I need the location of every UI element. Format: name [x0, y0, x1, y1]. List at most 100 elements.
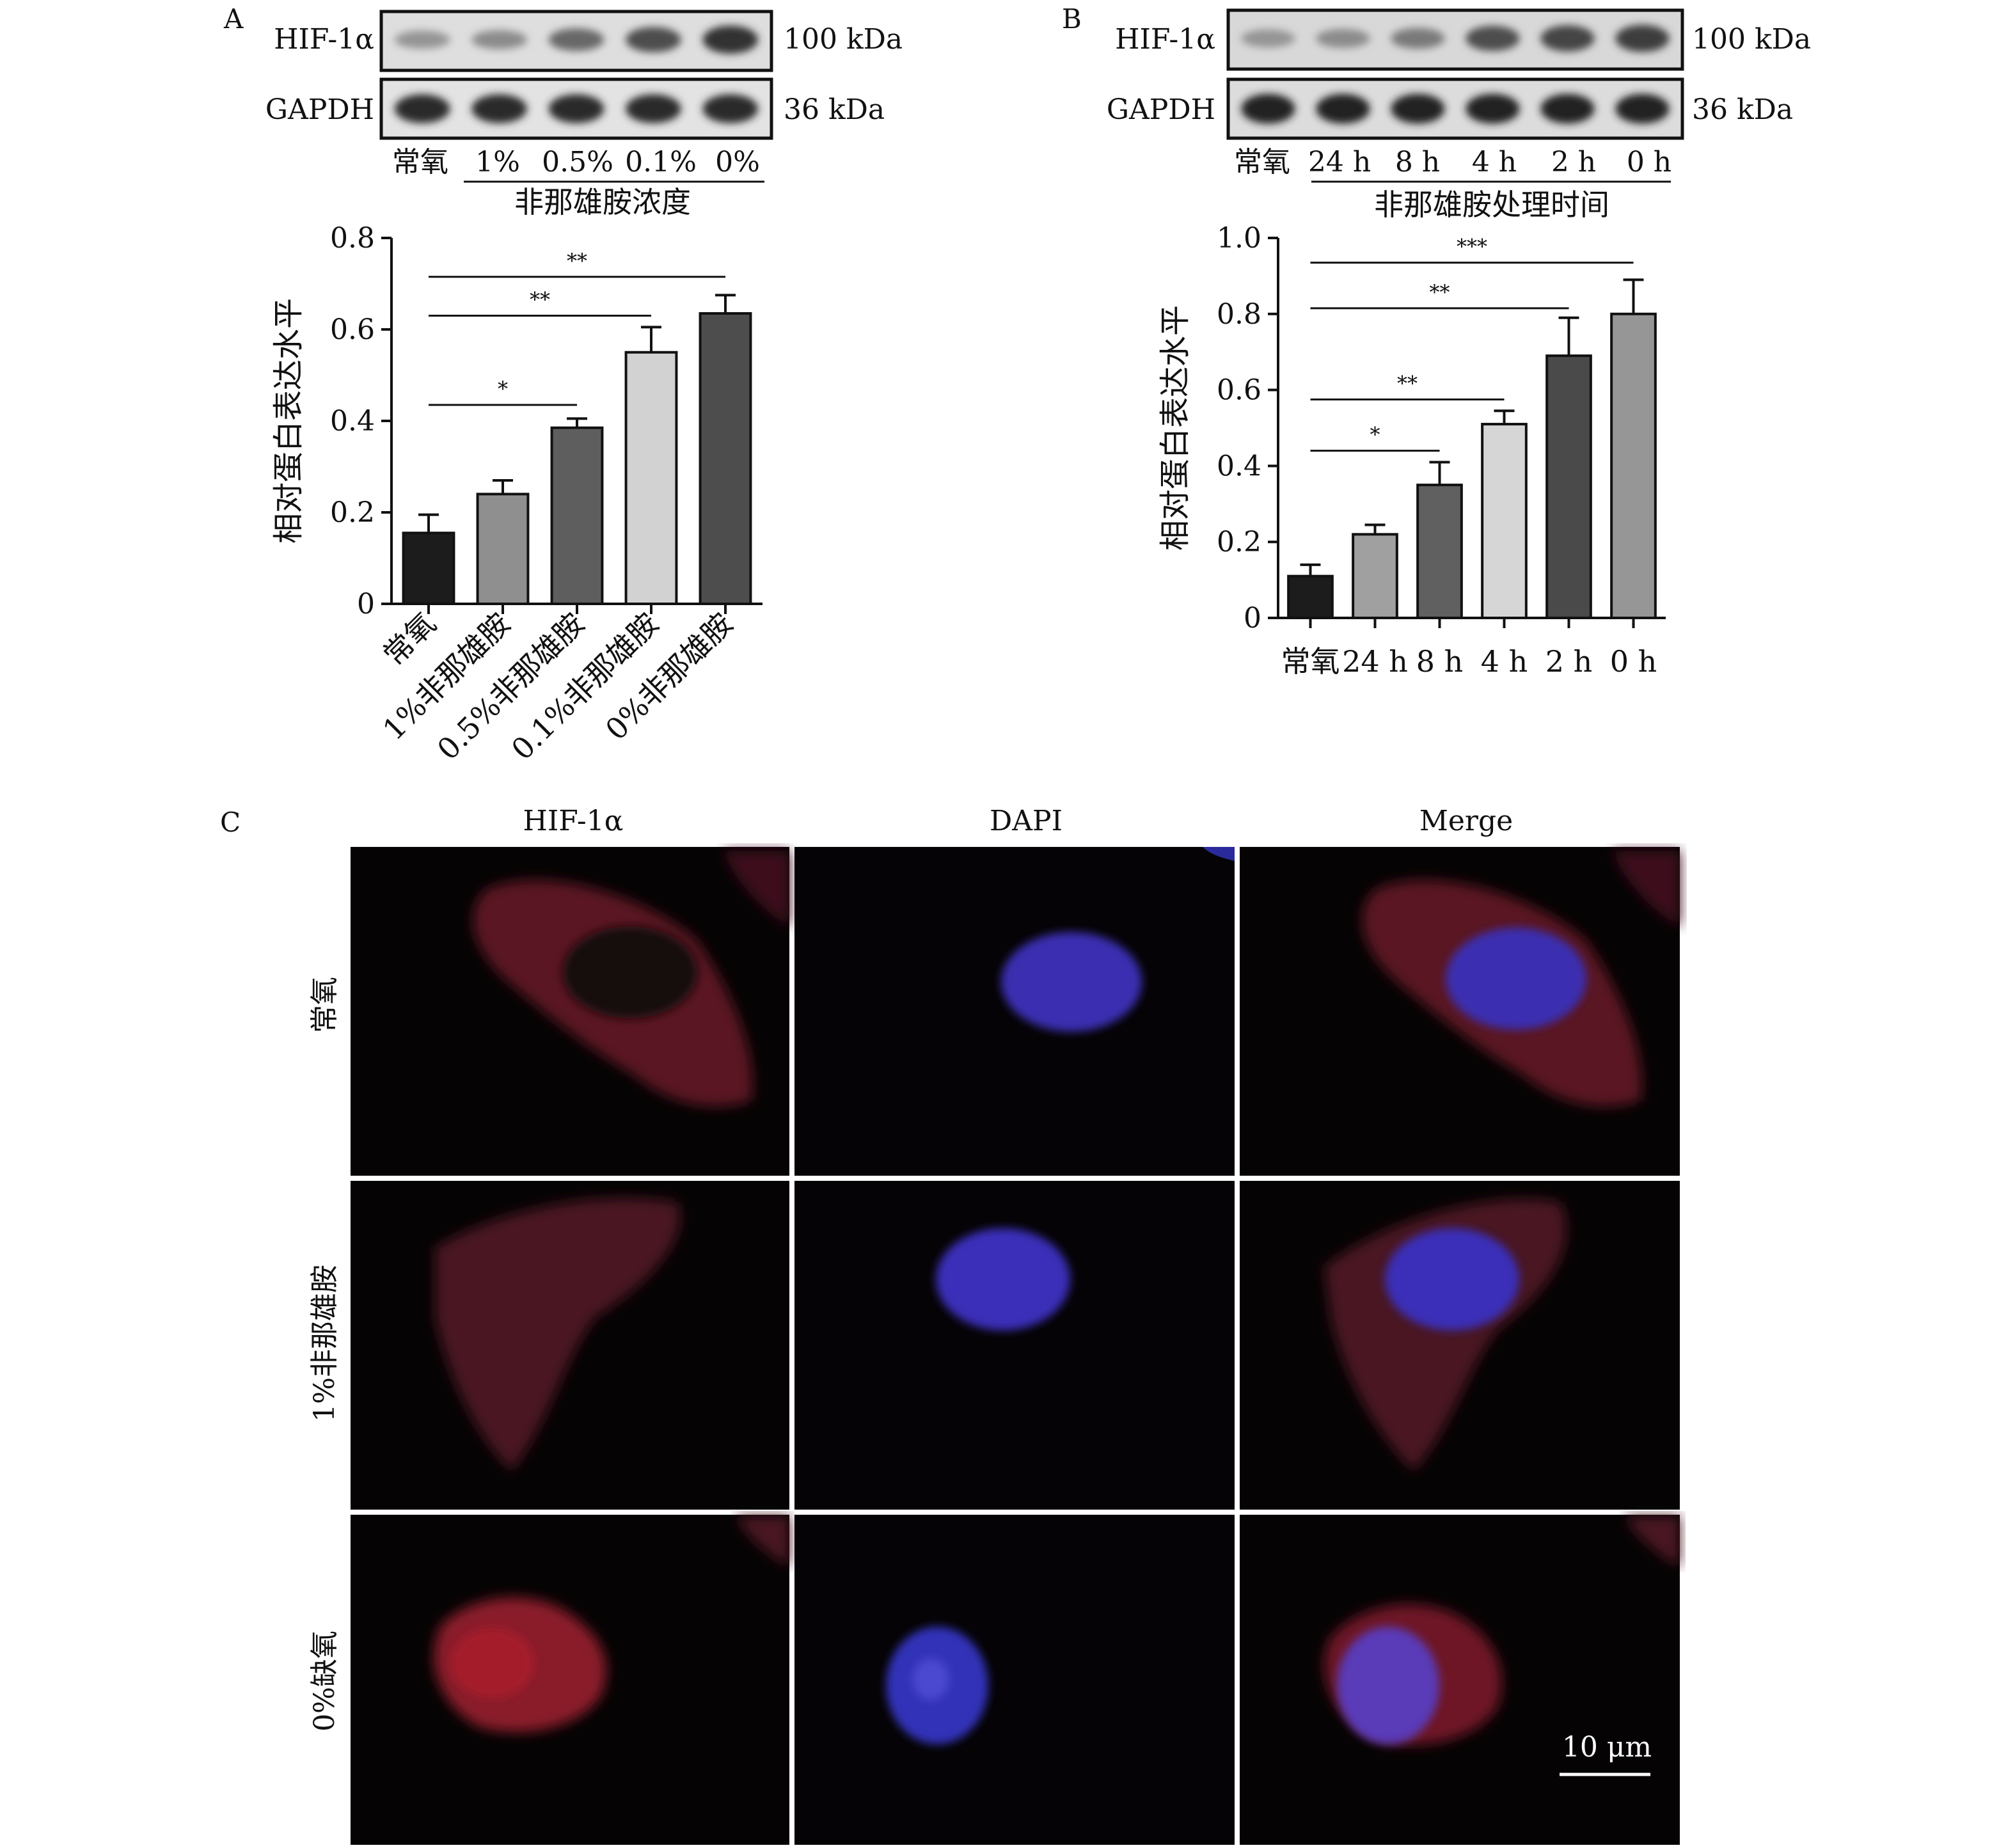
western-blot-b: HIF-1α GAPDH 100 kDa 36 kDa 常氧 24 h 8 h …: [1107, 8, 1811, 222]
blot-b-strip-gapdh: [1226, 77, 1684, 140]
blot-b-lane-5: 0 h: [1627, 146, 1671, 178]
bar-chart-a: 00.20.40.60.8相对蛋白表达水平常氧1%非那雄胺0.5%非那雄胺0.1…: [271, 222, 763, 767]
chart-b-sig-label-1: **: [1397, 371, 1418, 395]
micro-panel-hypoxia-hif: [351, 1515, 789, 1845]
micro-row-label-normoxia: 常氧: [308, 977, 341, 1033]
chart-a-ytick-label-2: 0.4: [330, 405, 375, 438]
blot-b-hif-band-4: [1540, 25, 1595, 52]
micro-panel-1pct-dapi: [794, 1181, 1235, 1510]
chart-b-bar-5: [1610, 312, 1657, 619]
chart-a-ytick-label-0: 0: [357, 588, 375, 620]
blot-b-gapdh-band-1: [1316, 93, 1370, 124]
blot-b-group-label: 非那雄胺处理时间: [1374, 187, 1609, 222]
blot-a-gapdh-band-2: [548, 94, 604, 123]
blot-b-gapdh-band-0: [1241, 93, 1295, 124]
chart-b-ytick-label-4: 0.8: [1217, 298, 1261, 331]
panel-label-a: A: [223, 3, 244, 35]
blot-b-strip-hif: [1226, 8, 1684, 71]
blot-b-lane-2: 8 h: [1395, 146, 1440, 178]
chart-b-xtick-label-4: 2 h: [1545, 644, 1593, 679]
blot-b-gapdh-band-2: [1391, 93, 1445, 124]
chart-a-ytick-label-4: 0.8: [330, 222, 375, 255]
micro-col-label-dapi: DAPI: [990, 805, 1063, 837]
micro-panel-1pct-hif: [351, 1181, 789, 1510]
chart-a-ytick-label-3: 0.6: [330, 313, 375, 346]
chart-b-ytick-label-5: 1.0: [1217, 222, 1261, 255]
blot-b-band-label-hif: HIF-1α: [1115, 23, 1215, 56]
blot-a-band-label-hif: HIF-1α: [274, 23, 374, 56]
chart-a-sig-label-0: *: [498, 377, 508, 401]
blot-b-band-label-gapdh: GAPDH: [1107, 93, 1215, 126]
chart-b-bar-3: [1481, 423, 1528, 619]
blot-a-hif-band-4: [702, 26, 759, 54]
blot-b-lane-1: 24 h: [1308, 146, 1371, 178]
chart-b-ytick-label-3: 0.6: [1217, 374, 1261, 407]
blot-b-gapdh-band-5: [1615, 93, 1670, 124]
chart-a-ytick-label-1: 0.2: [330, 496, 375, 529]
chart-b-ytick-label-1: 0.2: [1217, 526, 1261, 558]
blot-a-hif-band-3: [626, 27, 681, 52]
blot-a-hif-band-1: [471, 30, 527, 49]
chart-b-ytick-label-2: 0.4: [1217, 450, 1261, 482]
chart-a-bar-4: [699, 312, 752, 605]
western-blot-a: HIF-1α GAPDH 100 kDa 36 kDa 常氧 1% 0.5% 0…: [265, 10, 903, 219]
micro-panel-hypoxia-dapi: [794, 1515, 1235, 1845]
cell-cytoplasm: [435, 1197, 681, 1471]
blot-a-lane-4: 0%: [715, 146, 760, 178]
chart-b-xtick-label-3: 4 h: [1481, 644, 1528, 679]
blot-b-size-hif: 100 kDa: [1692, 23, 1811, 56]
chart-a-bar-3: [624, 351, 678, 605]
blot-a-hif-band-0: [394, 30, 450, 49]
chart-a-bar-1: [476, 493, 530, 606]
blot-b-lane-3: 4 h: [1472, 146, 1517, 178]
chart-b-xtick-label-5: 0 h: [1610, 644, 1657, 679]
blot-b-gapdh-band-4: [1540, 93, 1595, 124]
micro-panel-normoxia-dapi: [794, 847, 1235, 1176]
blot-a-lane-1: 1%: [475, 146, 520, 178]
micro-row-label-1pct: 1%非那雄胺: [308, 1265, 341, 1422]
micro-panel-hypoxia-merge: 10 μm: [1240, 1515, 1680, 1845]
blot-a-gapdh-band-3: [626, 94, 681, 123]
blot-b-size-gapdh: 36 kDa: [1692, 93, 1793, 126]
microscopy-grid: HIF-1α DAPI Merge 常氧 1%非那雄胺 0%缺氧: [308, 805, 1680, 1845]
chart-b-ylabel: 相对蛋白表达水平: [1157, 305, 1193, 551]
micro-panel-normoxia-merge: [1240, 847, 1680, 1176]
blot-a-size-gapdh: 36 kDa: [784, 93, 885, 126]
blot-a-strip-gapdh: [379, 77, 773, 140]
blot-b-hif-band-5: [1615, 24, 1670, 52]
micro-col-label-merge: Merge: [1419, 805, 1513, 837]
chart-b-ytick-label-0: 0: [1244, 602, 1261, 635]
blot-a-lane-3: 0.1%: [625, 146, 697, 178]
chart-a-bar-2: [550, 426, 604, 605]
micro-panel-normoxia-hif: [351, 847, 789, 1176]
blot-b-lane-4: 2 h: [1551, 146, 1596, 178]
chart-b-bar-2: [1416, 484, 1463, 619]
micro-col-label-hif: HIF-1α: [523, 805, 624, 837]
chart-b-sig-label-0: *: [1370, 423, 1380, 447]
blot-a-lane-0: 常氧: [392, 146, 448, 178]
chart-a-ylabel: 相对蛋白表达水平: [271, 298, 306, 544]
chart-a-sig-label-1: **: [530, 288, 550, 312]
blot-b-hif-band-2: [1391, 28, 1445, 49]
chart-b-xtick-label-1: 24 h: [1342, 644, 1408, 679]
blot-a-size-hif: 100 kDa: [784, 23, 903, 56]
blot-a-band-label-gapdh: GAPDH: [265, 93, 374, 126]
chart-b-xtick-label-2: 8 h: [1416, 644, 1464, 679]
micro-row-label-hypoxia: 0%缺氧: [308, 1631, 341, 1732]
blot-b-lane-0: 常氧: [1234, 146, 1290, 178]
chart-a-sig-label-2: **: [567, 249, 587, 273]
chart-a-bar-0: [402, 532, 455, 605]
chart-b-xtick-label-0: 常氧: [1281, 644, 1340, 679]
blot-a-gapdh-band-0: [394, 94, 450, 123]
blot-b-hif-band-3: [1466, 26, 1520, 51]
nucleus: [1001, 932, 1142, 1032]
scale-bar-label: 10 μm: [1562, 1731, 1652, 1764]
micro-panel-1pct-merge: [1240, 1181, 1680, 1510]
chart-b-sig-label-2: **: [1430, 280, 1450, 304]
blot-a-hif-band-2: [548, 28, 604, 51]
blot-a-group-label: 非那雄胺浓度: [514, 185, 691, 219]
blot-b-hif-band-1: [1316, 29, 1370, 48]
blot-a-lane-2: 0.5%: [542, 146, 613, 178]
